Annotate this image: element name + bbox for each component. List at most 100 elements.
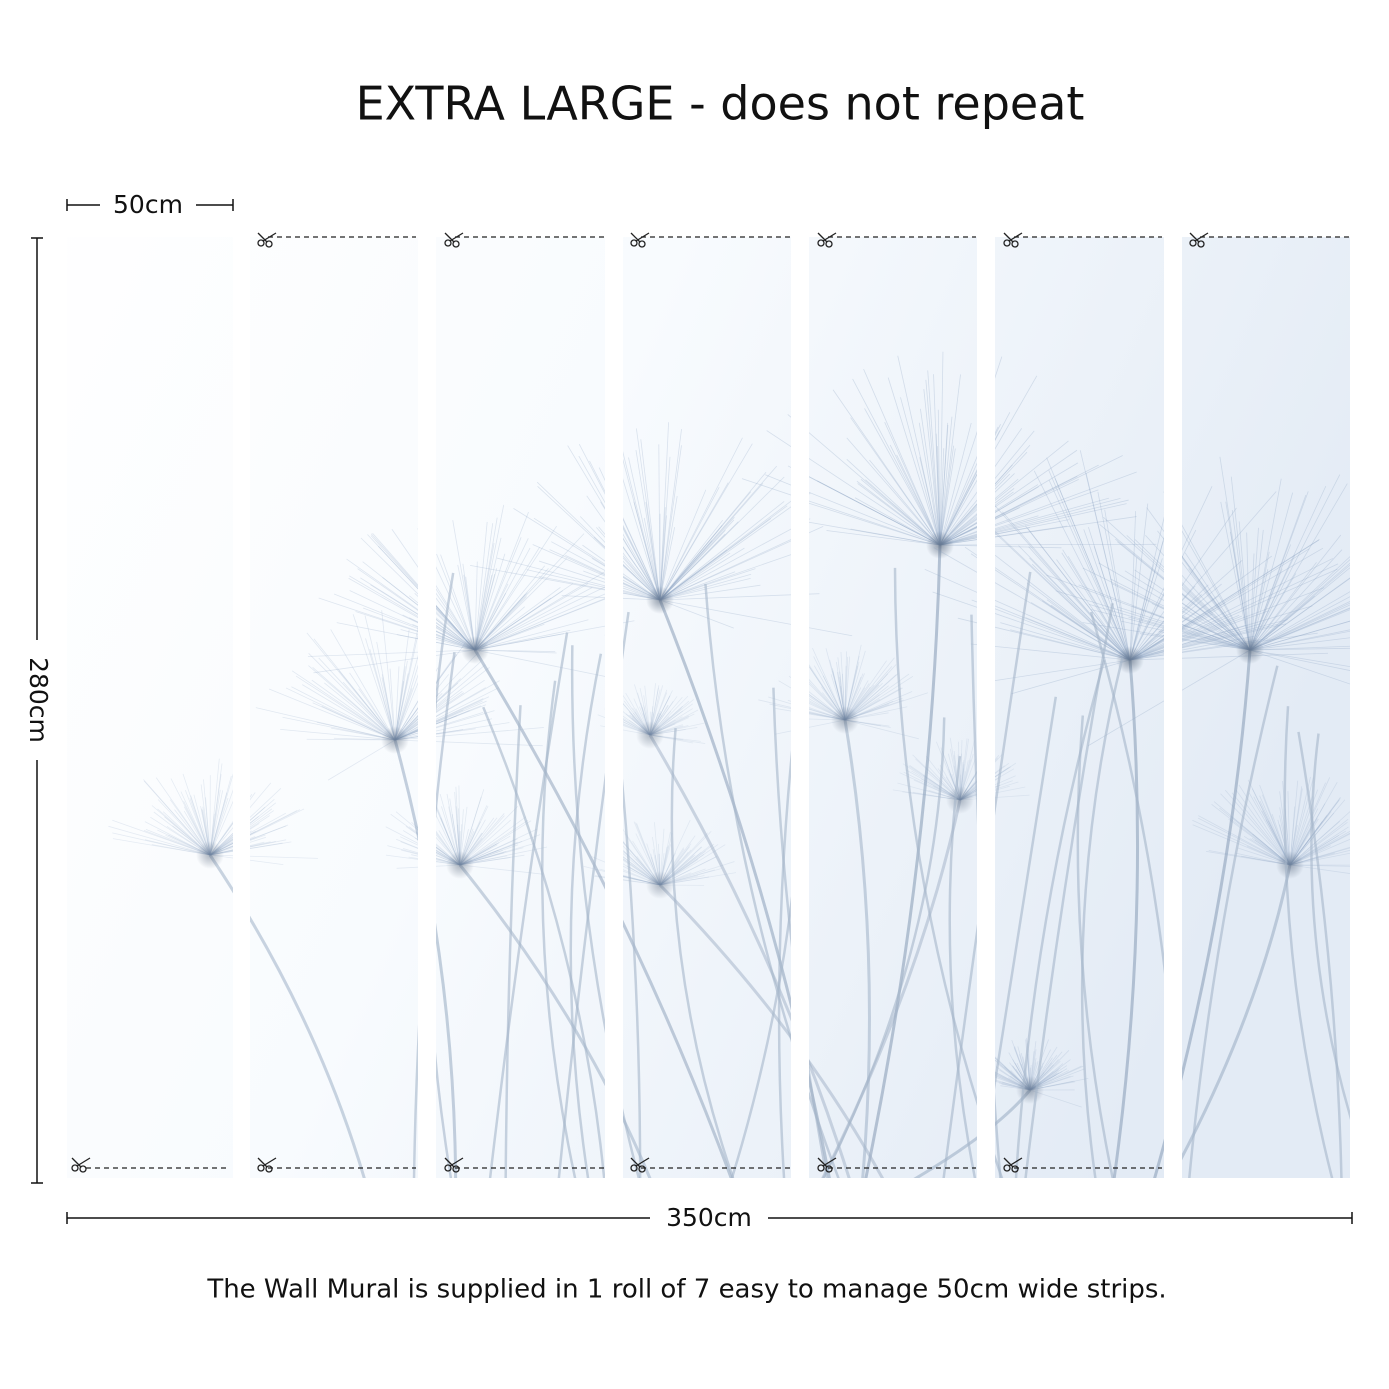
bristle [1028, 546, 1131, 661]
bristle [318, 657, 396, 741]
bristle [659, 488, 808, 601]
bristle [856, 480, 941, 546]
scissor-ring [1003, 239, 1011, 247]
bristle [355, 611, 476, 651]
bristle [860, 479, 941, 546]
bristle [394, 679, 485, 741]
bristle [850, 528, 941, 546]
bristle [1169, 508, 1251, 651]
scissor-ring [825, 240, 833, 248]
bristle [659, 501, 785, 601]
bristle [1249, 646, 1350, 651]
bristle [1129, 547, 1324, 661]
scissor-icon [444, 1157, 464, 1173]
stem [1162, 864, 1292, 1178]
bristle [1129, 548, 1310, 661]
bristle [939, 464, 1013, 546]
bristle [1018, 545, 1131, 661]
bristle [537, 485, 661, 601]
bristle [939, 497, 1121, 546]
bristle [1249, 494, 1307, 651]
bristle [939, 448, 945, 546]
bristle [474, 649, 617, 680]
bristle [976, 513, 1131, 661]
bristle [1198, 815, 1291, 866]
bristle [939, 449, 1078, 546]
bristle [1097, 491, 1131, 661]
bristle [1219, 456, 1251, 651]
stem [482, 706, 607, 1178]
bristle [1205, 850, 1291, 866]
stem [1111, 659, 1140, 1178]
bristle [939, 425, 949, 546]
bristle [939, 543, 1157, 546]
bristle [920, 408, 941, 546]
bristle [1225, 501, 1251, 651]
bristle [925, 379, 941, 546]
bristle [336, 622, 476, 651]
bristle [308, 653, 396, 741]
bristle [659, 456, 671, 601]
bristle [311, 679, 396, 741]
bristle [787, 465, 941, 546]
stem [487, 632, 569, 1178]
bristle [474, 594, 616, 651]
bristle [474, 547, 531, 651]
stem [861, 544, 942, 1178]
bristle [440, 554, 476, 651]
bristle [994, 554, 1131, 661]
bristle [357, 568, 476, 651]
bristle [1048, 479, 1131, 661]
bristle [538, 560, 661, 601]
bristle [939, 499, 1129, 546]
bristle [1056, 559, 1131, 661]
bristle [394, 618, 422, 741]
bristle [338, 670, 396, 741]
bristle [526, 569, 661, 601]
seed-head [646, 871, 674, 899]
bristle [1024, 525, 1131, 661]
bristle [1289, 826, 1350, 866]
total-width-label: 350cm [666, 1203, 752, 1232]
bristle [659, 483, 764, 601]
bristle [1145, 535, 1251, 651]
bristle [1061, 552, 1131, 661]
bristle [459, 834, 541, 866]
bristle [924, 568, 1131, 661]
bristle [939, 516, 1137, 546]
bristle [1046, 599, 1131, 661]
bristle [659, 547, 745, 601]
bristle [1249, 529, 1350, 651]
bristle [939, 525, 1068, 546]
scissor-blade [817, 1157, 828, 1168]
bristle [1002, 511, 1131, 661]
bristle [394, 700, 487, 741]
bristle [1129, 558, 1333, 661]
scissor-ring [265, 240, 273, 248]
bristle [659, 507, 666, 601]
bristle [1246, 532, 1251, 651]
bristle [330, 629, 396, 741]
mural-image [67, 237, 1350, 1178]
bristle [536, 481, 661, 601]
bristle [863, 368, 941, 546]
bristle [844, 692, 929, 721]
title: EXTRA LARGE - does not repeat [356, 77, 1085, 131]
bristle [474, 521, 488, 651]
seed-head [1236, 636, 1264, 664]
scissor-ring [79, 1165, 87, 1173]
bristle [360, 537, 476, 651]
bristle [1249, 583, 1350, 651]
seed-head [1276, 851, 1304, 879]
scissor-blade [71, 1157, 82, 1168]
bristle [285, 687, 396, 741]
bristle [939, 462, 978, 546]
bristle [474, 538, 529, 651]
bristle [474, 585, 608, 651]
bristle [1129, 529, 1197, 661]
bristle [459, 828, 538, 866]
scissor-icon [71, 1157, 91, 1173]
bristle [970, 553, 1131, 661]
bristle [1249, 529, 1264, 651]
height-label: 280cm [24, 657, 53, 743]
